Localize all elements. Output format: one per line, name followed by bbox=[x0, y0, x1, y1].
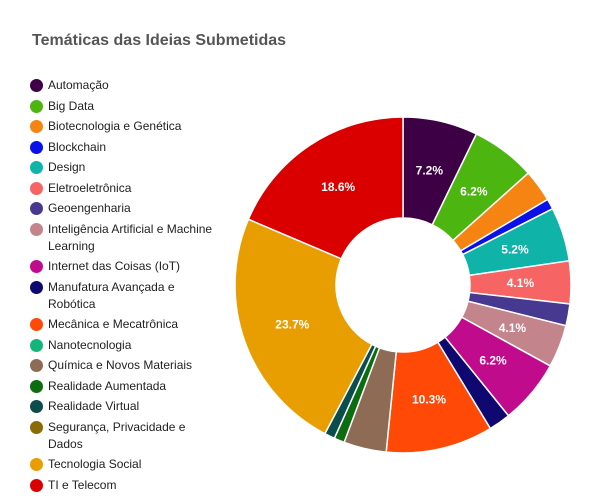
legend-label: Big Data bbox=[48, 98, 95, 113]
legend-label: Geoengenharia bbox=[48, 201, 131, 215]
legend-label: Química e Novos Materiais bbox=[48, 358, 193, 372]
legend-item[interactable]: Inteligência Artificial e Machine Learni… bbox=[30, 221, 220, 255]
legend-item[interactable]: Design bbox=[30, 159, 220, 176]
legend-item[interactable]: Geoengenharia bbox=[30, 200, 220, 217]
legend-label: Eletroeletrônica bbox=[48, 180, 132, 195]
slice-data-label: 10.3% bbox=[412, 393, 446, 407]
legend-item[interactable]: Mecânica e Mecatrônica bbox=[30, 316, 220, 333]
legend-swatch bbox=[30, 99, 43, 113]
legend-swatch bbox=[30, 140, 43, 154]
slice-data-label: 5.2% bbox=[501, 242, 529, 256]
legend-item[interactable]: Química e Novos Materiais bbox=[30, 357, 220, 374]
legend-item[interactable]: Eletroeletrônica bbox=[30, 180, 220, 197]
legend-label: Nanotecnologia bbox=[48, 337, 132, 352]
legend-label: Realidade Aumentada bbox=[48, 378, 167, 393]
legend-item[interactable]: Realidade Virtual bbox=[30, 398, 220, 415]
donut-slice[interactable] bbox=[234, 218, 373, 435]
legend-item[interactable]: Big Data bbox=[30, 98, 220, 115]
slice-labels-group: 7.2% 6.2% 5.2% 4.1% 4.1% 6.2% 10.3% 23.7% 18.6% bbox=[275, 163, 534, 406]
legend-swatch bbox=[30, 280, 43, 294]
chart-title: Temáticas das Ideias Submetidas bbox=[32, 32, 287, 49]
legend-swatch bbox=[30, 458, 43, 471]
slice-data-label: 7.2% bbox=[416, 163, 444, 177]
legend-swatch bbox=[30, 120, 43, 133]
legend-item[interactable]: Tecnologia Social bbox=[30, 456, 220, 473]
legend-label: Biotecnologia e Genética bbox=[48, 119, 182, 133]
legend-item[interactable]: Automação bbox=[30, 77, 220, 94]
legend-item[interactable]: Nanotecnologia bbox=[30, 337, 220, 354]
slice-data-label: 18.6% bbox=[321, 180, 355, 194]
legend-swatch bbox=[30, 478, 43, 492]
legend-item[interactable]: Realidade Aumentada bbox=[30, 378, 220, 395]
legend-swatch bbox=[30, 400, 43, 413]
legend-item[interactable]: Biotecnologia e Genética bbox=[30, 118, 220, 135]
legend-item[interactable]: Segurança, Privacidade e Dados bbox=[30, 419, 220, 453]
legend-swatch bbox=[30, 202, 43, 215]
donut-slice[interactable] bbox=[247, 116, 404, 260]
legend-swatch bbox=[30, 379, 43, 393]
legend-label: TI e Telecom bbox=[48, 477, 117, 492]
slice-data-label: 4.1% bbox=[507, 276, 535, 290]
legend-label: Design bbox=[48, 160, 86, 174]
legend-item[interactable]: TI e Telecom bbox=[30, 477, 220, 494]
legend-swatch bbox=[30, 359, 43, 372]
legend-label: Tecnologia Social bbox=[48, 457, 142, 471]
slice-data-label: 4.1% bbox=[499, 321, 527, 335]
legend-item[interactable]: Manufatura Avançada e Robótica bbox=[30, 279, 220, 313]
legend-label: Internet das Coisas (IoT) bbox=[48, 259, 181, 273]
legend-label: Automação bbox=[48, 78, 109, 92]
legend-label: Segurança, Privacidade e Dados bbox=[48, 419, 186, 451]
legend-swatch bbox=[30, 181, 43, 195]
legend-swatch bbox=[30, 420, 43, 434]
slice-data-label: 6.2% bbox=[460, 184, 488, 198]
legend-label: Mecânica e Mecatrônica bbox=[48, 317, 179, 331]
slices-group bbox=[234, 116, 572, 454]
legend-item[interactable]: Internet das Coisas (IoT) bbox=[30, 258, 220, 275]
legend-item[interactable]: Blockchain bbox=[30, 139, 220, 156]
legend-swatch bbox=[30, 260, 43, 273]
slice-data-label: 23.7% bbox=[275, 317, 309, 331]
legend-label: Blockchain bbox=[48, 139, 107, 154]
legend: Automação Big Data Biotecnologia e Genétic… bbox=[30, 77, 220, 497]
legend-swatch bbox=[30, 318, 43, 331]
slice-data-label: 6.2% bbox=[479, 353, 507, 367]
legend-swatch bbox=[30, 161, 43, 174]
legend-swatch bbox=[30, 338, 43, 352]
legend-label: Inteligência Artificial e Machine Learni… bbox=[48, 221, 213, 253]
legend-swatch bbox=[30, 222, 43, 236]
legend-label: Realidade Virtual bbox=[48, 399, 140, 413]
legend-swatch bbox=[30, 79, 43, 92]
legend-label: Manufatura Avançada e Robótica bbox=[48, 279, 175, 311]
